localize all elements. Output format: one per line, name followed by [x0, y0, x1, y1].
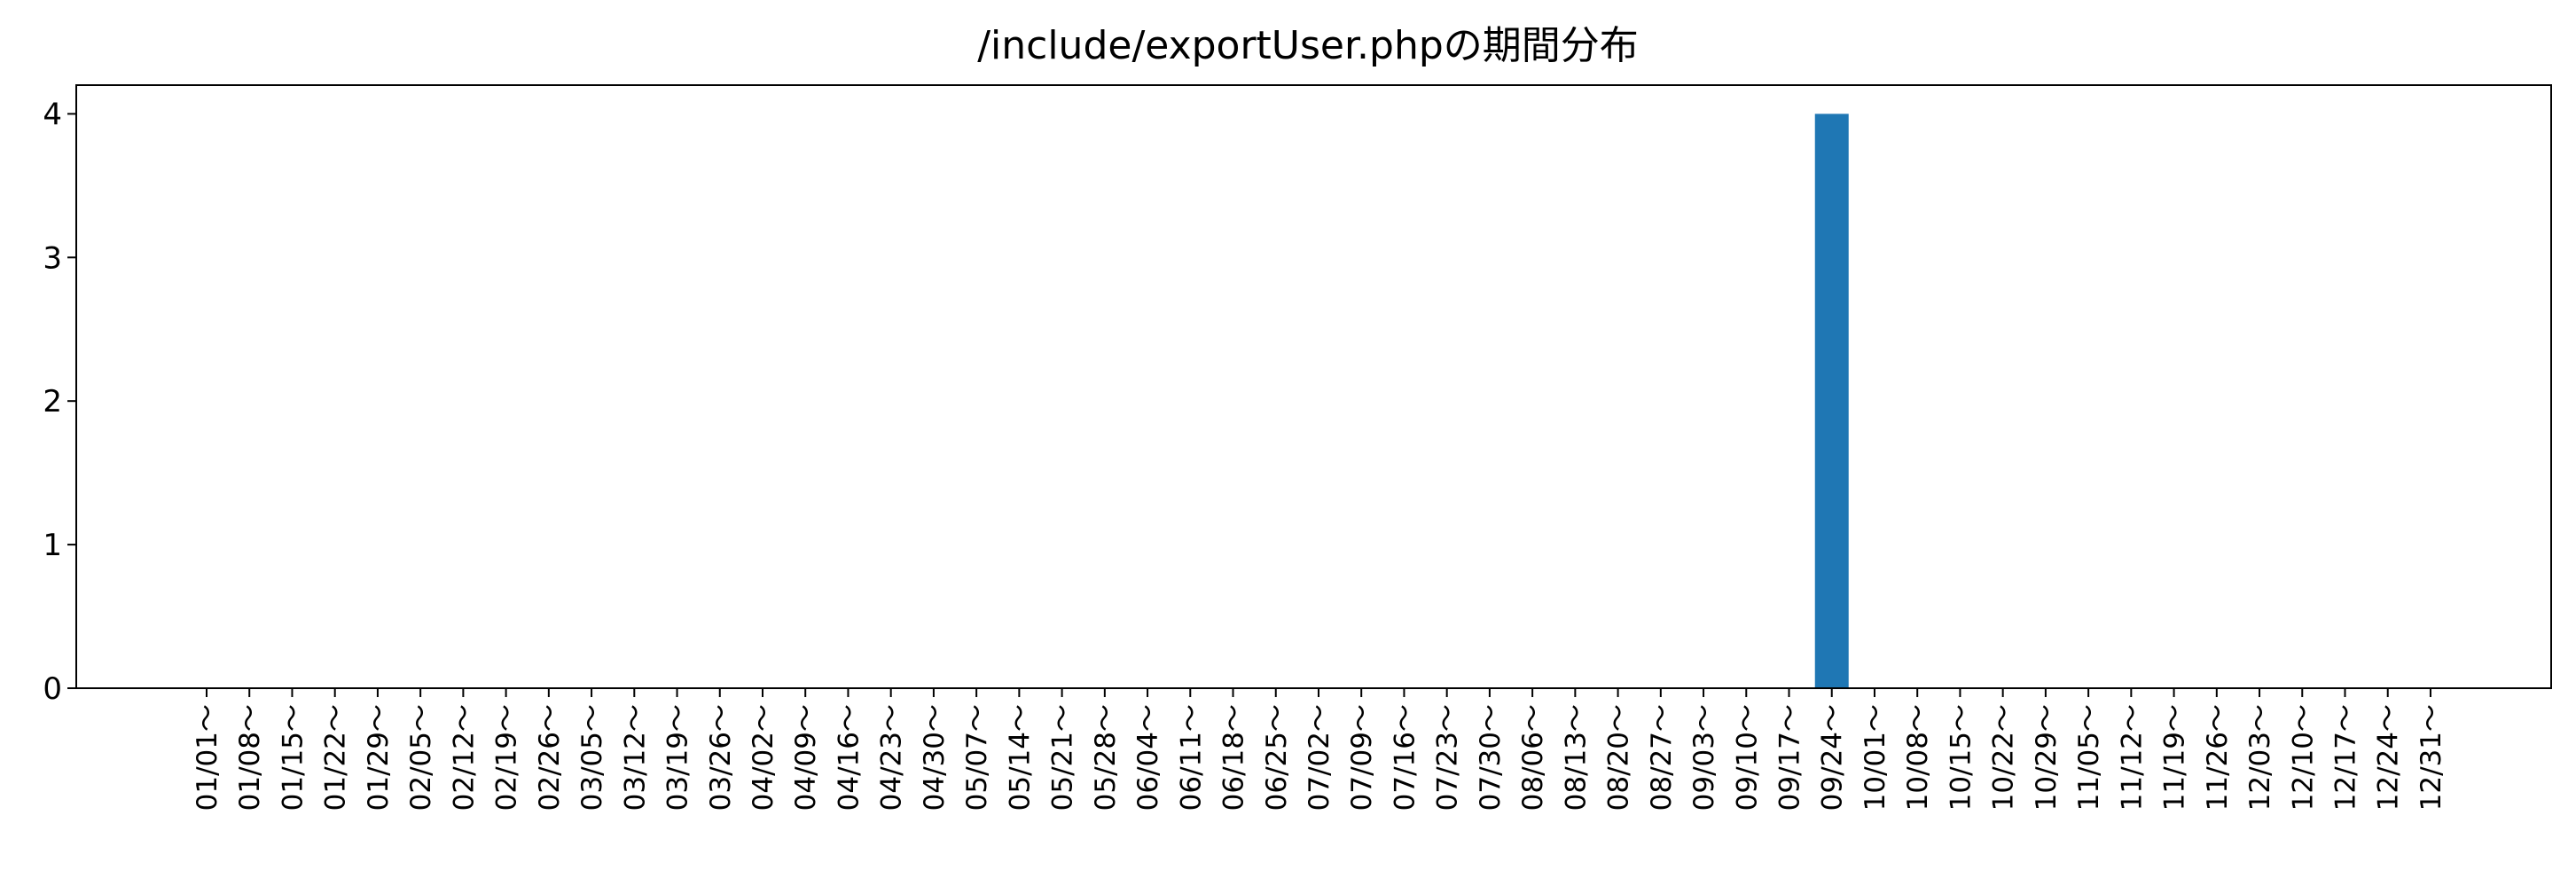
x-tick-label: 01/22～ [320, 704, 352, 811]
x-tick-label: 03/12～ [619, 704, 651, 811]
chart-title: /include/exportUser.phpの期間分布 [977, 23, 1639, 68]
x-tick-label: 08/27～ [1646, 704, 1678, 811]
x-tick-label: 10/15～ [1945, 704, 1977, 811]
x-tick-label: 05/21～ [1047, 704, 1079, 811]
x-tick-label: 04/30～ [919, 704, 951, 811]
x-tick-label: 07/09～ [1346, 704, 1378, 811]
x-tick-label: 07/16～ [1389, 704, 1421, 811]
x-axis: 01/01～ 01/08～ 01/15～ 01/22～ 01/29～ 02/05～ 02/1… [192, 688, 2447, 811]
y-tick-label: 0 [43, 671, 62, 707]
x-tick-label: 11/19～ [2159, 704, 2191, 811]
y-tick-label: 4 [43, 97, 62, 132]
bars-group [1814, 114, 1849, 688]
x-tick-label: 09/03～ [1688, 704, 1720, 811]
x-tick-label: 09/24～ [1817, 704, 1849, 811]
x-tick-label: 06/18～ [1218, 704, 1250, 811]
x-tick-label: 08/06～ [1517, 704, 1549, 811]
x-tick-label: 08/20～ [1603, 704, 1635, 811]
x-tick-label: 02/19～ [491, 704, 523, 811]
x-tick-label: 07/23～ [1432, 704, 1464, 811]
y-tick-label: 3 [43, 240, 62, 276]
plot-frame [75, 84, 2552, 689]
y-tick-label: 1 [43, 528, 62, 563]
x-tick-label: 08/13～ [1560, 704, 1592, 811]
x-tick-label: 06/25～ [1261, 704, 1293, 811]
x-tick-label: 02/12～ [448, 704, 480, 811]
x-tick-label: 05/14～ [1004, 704, 1036, 811]
x-tick-label: 10/01～ [1860, 704, 1891, 811]
x-tick-label: 03/05～ [576, 704, 608, 811]
x-tick-label: 10/29～ [2031, 704, 2063, 811]
x-tick-label: 04/23～ [876, 704, 908, 811]
x-tick-label: 02/26～ [534, 704, 566, 811]
x-tick-label: 01/01～ [192, 704, 223, 811]
x-tick-label: 12/24～ [2373, 704, 2405, 811]
x-tick-label: 03/19～ [662, 704, 694, 811]
x-tick-label: 07/30～ [1475, 704, 1507, 811]
x-tick-label: 03/26～ [705, 704, 737, 811]
x-tick-label: 10/22～ [1988, 704, 2020, 811]
x-tick-label: 09/17～ [1774, 704, 1806, 811]
y-axis: 0 1 2 3 4 [43, 97, 76, 707]
bar-38 [1814, 114, 1849, 688]
x-tick-label: 01/08～ [234, 704, 266, 811]
x-tick-label: 06/04～ [1132, 704, 1164, 811]
x-tick-label: 07/02～ [1304, 704, 1335, 811]
x-tick-label: 12/31～ [2415, 704, 2447, 811]
x-tick-label: 10/08～ [1902, 704, 1934, 811]
x-tick-label: 04/16～ [833, 704, 865, 811]
x-tick-label: 04/02～ [748, 704, 779, 811]
y-tick-label: 2 [43, 384, 62, 419]
x-tick-label: 04/09～ [790, 704, 822, 811]
x-tick-label: 11/26～ [2202, 704, 2234, 811]
x-tick-label: 01/15～ [277, 704, 309, 811]
x-tick-label: 09/10～ [1731, 704, 1763, 811]
x-tick-label: 06/11～ [1175, 704, 1207, 811]
x-tick-label: 11/05～ [2073, 704, 2105, 811]
x-tick-label: 12/17～ [2330, 704, 2362, 811]
x-tick-label: 11/12～ [2116, 704, 2148, 811]
x-tick-label: 05/07～ [961, 704, 993, 811]
x-tick-label: 12/10～ [2287, 704, 2319, 811]
x-tick-label: 12/03～ [2244, 704, 2276, 811]
x-tick-label: 02/05～ [405, 704, 437, 811]
x-tick-label: 01/29～ [363, 704, 395, 811]
x-tick-label: 05/28～ [1090, 704, 1122, 811]
